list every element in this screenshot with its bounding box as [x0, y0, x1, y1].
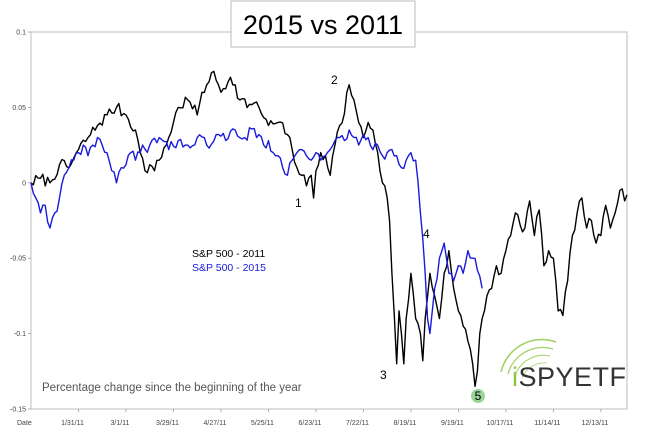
logo-text-rest: SPYETF: [519, 362, 627, 392]
annotation-1: 1: [295, 196, 302, 210]
x-tick-label: 8/19/11: [393, 420, 416, 427]
y-axis: 0.1 0.05 0 -0.05 -0.1 -0.15: [10, 30, 31, 414]
x-tick-label: 9/19/11: [441, 420, 464, 427]
x-tick-label: 7/22/11: [346, 420, 369, 427]
x-tick-label: 1/31/11: [61, 420, 84, 427]
x-axis: 1/31/11 3/1/11 3/29/11 4/27/11 5/25/11 6/23/1…: [61, 409, 608, 427]
y-tick-label: 0.1: [16, 30, 26, 37]
annotation-4: 4: [423, 227, 430, 241]
annotation-5: 5: [475, 389, 482, 403]
x-tick-label: 5/25/11: [251, 420, 274, 427]
y-tick-label: -0.15: [10, 407, 26, 414]
ispyetf-logo: iSPYETF: [500, 338, 627, 392]
y-tick-label: -0.05: [10, 256, 26, 263]
annotation-5-circle: [471, 389, 485, 403]
series-line-2015: [30, 127, 483, 335]
legend-item-2015: S&P 500 - 2015: [192, 262, 266, 274]
chart-caption: Percentage change since the beginning of…: [42, 382, 302, 394]
x-tick-label: 4/27/11: [204, 420, 227, 427]
series-line-2011: [30, 70, 628, 388]
legend-item-2011: S&P 500 - 2011: [192, 248, 265, 260]
y-tick-label: 0: [22, 180, 26, 187]
x-tick-label: 12/13/11: [582, 420, 609, 427]
plot-area: [30, 31, 628, 410]
x-axis-label: Date: [17, 420, 32, 427]
chart-title-box: 2015 vs 2011: [230, 0, 416, 48]
y-tick-label: 0.05: [12, 105, 26, 112]
annotation-2: 2: [331, 73, 338, 87]
y-tick-label: -0.1: [14, 331, 26, 338]
x-tick-label: 10/17/11: [487, 420, 514, 427]
legend: S&P 500 - 2011 S&P 500 - 2015: [192, 248, 266, 274]
logo-text-i: i: [512, 362, 519, 392]
annotation-3: 3: [380, 368, 387, 382]
x-tick-label: 6/23/11: [299, 420, 322, 427]
chart-title: 2015 vs 2011: [243, 10, 403, 40]
x-tick-label: 3/1/11: [111, 420, 130, 427]
logo-text: iSPYETF: [512, 362, 627, 392]
x-tick-label: 11/14/11: [534, 420, 560, 427]
x-tick-label: 3/29/11: [156, 420, 179, 427]
series-layer: [30, 70, 628, 388]
